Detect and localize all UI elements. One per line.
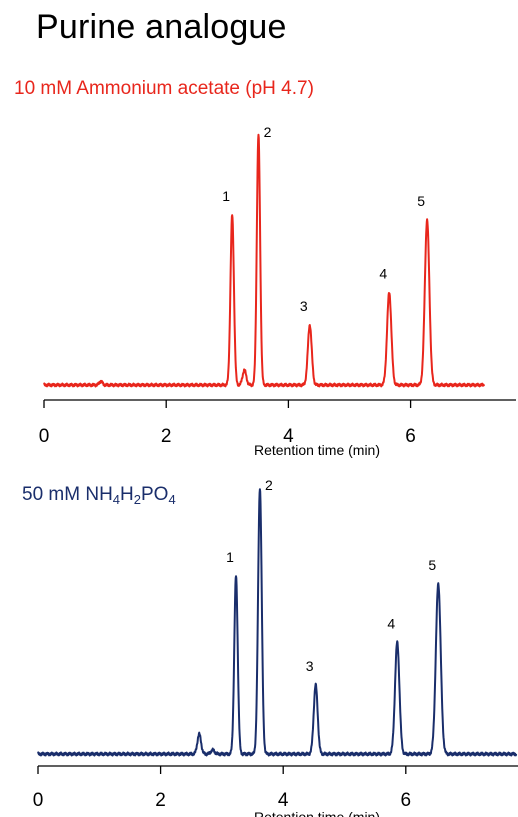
x-tick-label: 6 (401, 790, 412, 811)
peak-label: 5 (417, 193, 425, 209)
formula-part: PO (141, 484, 169, 505)
peak-label: 5 (428, 557, 436, 573)
x-tick-label: 4 (283, 426, 294, 447)
x-axis-title: Retention time (min) (254, 809, 380, 817)
formula-subscript: 2 (133, 492, 141, 507)
formula-part: 50 mM NH (22, 484, 113, 505)
x-tick-label: 6 (405, 426, 416, 447)
condition-label-bottom: 50 mM NH4H2PO4 (22, 484, 176, 507)
condition-label-top: 10 mM Ammonium acetate (pH 4.7) (14, 78, 314, 99)
chromatogram-trace (37, 488, 518, 757)
chromatogram-trace (43, 133, 485, 388)
x-axis-title: Retention time (min) (254, 442, 380, 458)
formula-subscript: 4 (112, 492, 121, 507)
x-tick-label: 0 (39, 426, 50, 447)
formula-subscript: 4 (168, 492, 176, 507)
peak-label: 1 (226, 549, 234, 565)
x-tick-label: 2 (155, 790, 166, 811)
x-tick-label: 2 (161, 426, 172, 447)
peak-label: 2 (265, 477, 273, 493)
peak-label: 1 (222, 188, 230, 204)
peak-label: 3 (306, 658, 314, 674)
peak-label: 4 (387, 615, 395, 631)
x-tick-label: 0 (33, 790, 44, 811)
x-tick-label: 4 (278, 790, 289, 811)
peak-label: 2 (264, 124, 272, 140)
formula-part: H (120, 484, 134, 505)
peak-label: 3 (300, 298, 308, 314)
peak-label: 4 (379, 266, 387, 282)
page-title: Purine analogue (36, 8, 287, 46)
